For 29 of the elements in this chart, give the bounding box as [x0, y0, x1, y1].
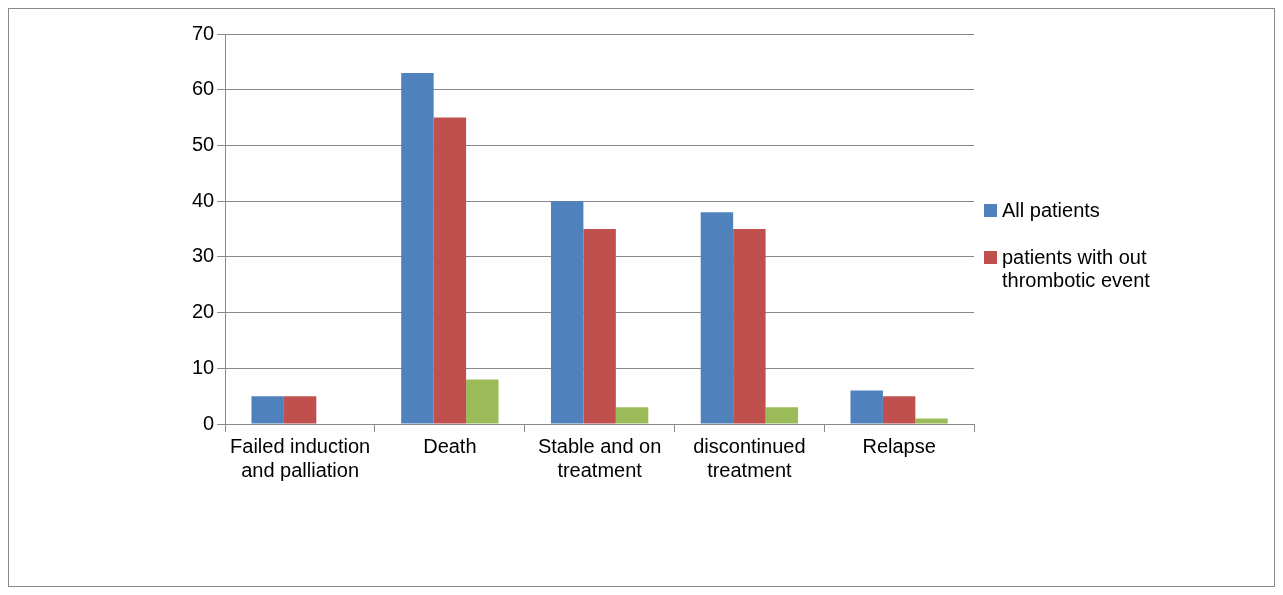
y-tick-label: 0	[203, 411, 215, 434]
legend-label: patients with out thrombotic event	[1002, 246, 1151, 292]
y-tick-label: 50	[192, 132, 215, 155]
y-tick-label: 60	[192, 77, 215, 100]
y-tick-label: 30	[192, 244, 215, 267]
bar	[615, 407, 649, 424]
x-tick-label: Failed induction and palliation	[230, 434, 371, 481]
x-tick-label: Death	[423, 434, 477, 457]
y-tick-label: 40	[192, 188, 215, 211]
bar	[700, 212, 734, 424]
bar	[882, 396, 916, 424]
y-tick-label: 10	[192, 355, 215, 378]
x-tick-label: Stable and on treatment	[537, 434, 662, 481]
bar	[433, 117, 467, 424]
bar	[765, 407, 799, 424]
bar	[850, 390, 883, 424]
x-tick-label: Relapse	[862, 434, 936, 457]
bar	[583, 229, 616, 424]
bar	[466, 379, 499, 424]
bar	[251, 396, 284, 424]
y-tick-label: 70	[192, 21, 215, 44]
bar	[733, 229, 766, 424]
bar	[401, 73, 434, 424]
bar	[283, 396, 317, 424]
y-tick-label: 20	[192, 300, 215, 323]
x-tick-label: discontinued treatment	[693, 434, 806, 481]
bar	[550, 201, 584, 424]
legend-label: All patients	[1002, 199, 1100, 222]
bar	[915, 418, 948, 424]
